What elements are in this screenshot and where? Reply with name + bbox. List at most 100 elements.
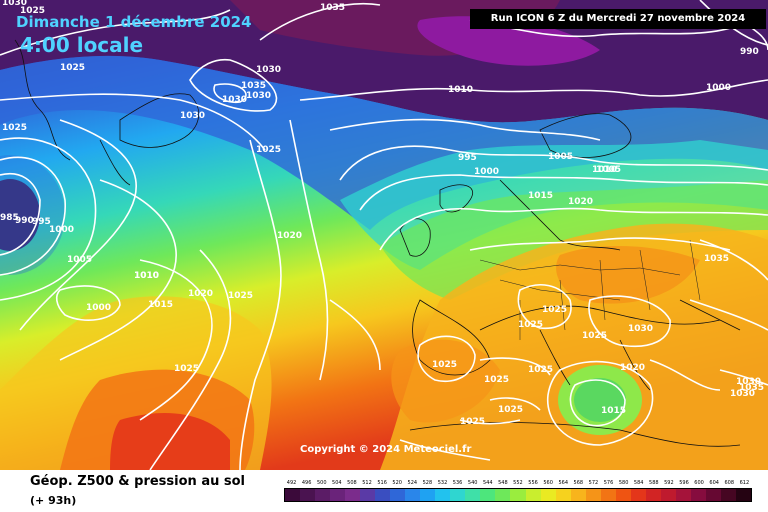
coastlines <box>14 39 741 447</box>
legend-swatch <box>495 489 511 501</box>
isobar-label: 1025 <box>518 320 543 330</box>
isobar-label: 1000 <box>474 167 499 177</box>
legend-label: 572 <box>588 480 599 486</box>
isobar-label: 1000 <box>86 303 111 313</box>
isobar-label: 1025 <box>528 365 553 375</box>
legend-label: 568 <box>573 480 584 486</box>
isobar-label: 1015 <box>528 191 553 201</box>
legend-swatch <box>465 489 481 501</box>
isobar-label: 1010 <box>592 165 617 175</box>
copyright: Copyright © 2024 Meteociel.fr <box>300 444 472 455</box>
legend-swatch <box>540 489 556 501</box>
legend-bar <box>284 488 752 502</box>
isobar-label: 1005 <box>596 165 621 175</box>
isobars <box>0 0 768 470</box>
isobar-label: 995 <box>458 153 477 163</box>
legend-swatch <box>435 489 451 501</box>
isobar-label: 1035 <box>704 254 729 264</box>
legend-label: 516 <box>377 480 387 486</box>
isobar-label: 1025 <box>256 145 281 155</box>
legend-label: 544 <box>482 480 493 486</box>
borders <box>479 239 701 340</box>
italy-coast <box>539 329 571 386</box>
legend-label: 540 <box>467 480 478 486</box>
legend-label: 536 <box>452 480 463 486</box>
legend-label: 532 <box>437 480 448 486</box>
legend-swatch <box>390 489 406 501</box>
black-sea-coast <box>679 299 741 331</box>
isobar-label: 1010 <box>134 271 159 281</box>
legend-swatch <box>600 489 616 501</box>
legend-label: 564 <box>558 480 568 486</box>
legend-swatch <box>720 489 736 501</box>
isobar-label: 1025 <box>498 405 523 415</box>
legend-label: 520 <box>392 480 402 486</box>
legend-label: 588 <box>649 480 659 486</box>
isobar-label: 1025 <box>542 305 567 315</box>
legend-swatch <box>675 489 691 501</box>
isobar-label: 1035 <box>739 383 764 393</box>
isobar-label: 1030 <box>2 0 27 8</box>
legend-swatch <box>285 489 301 501</box>
legend-swatch <box>360 489 376 501</box>
isobar-label: 1025 <box>174 364 199 374</box>
legend-label: 580 <box>618 480 629 486</box>
isobar-label: 1005 <box>67 255 92 265</box>
cutoff-low-core <box>574 378 626 422</box>
trough-core <box>417 16 600 66</box>
legend-label: 608 <box>724 480 735 486</box>
isobar-label: 1025 <box>20 6 45 16</box>
isobar-label: 1025 <box>460 417 485 427</box>
mediterranean-north <box>479 305 721 331</box>
ridge-core <box>556 245 700 304</box>
isobar-label: 1030 <box>628 324 653 334</box>
isobar-label: 1020 <box>277 231 302 241</box>
run-info-banner: Run ICON 6 Z du Mercredi 27 novembre 202… <box>470 9 766 29</box>
legend-label: 508 <box>347 480 357 486</box>
isobar-label: 985 <box>0 213 19 223</box>
legend-label: 504 <box>332 480 342 486</box>
isobar-label: 990 <box>740 47 759 57</box>
legend-swatch <box>645 489 661 501</box>
scandinavia-coast <box>499 179 621 251</box>
legend-swatch <box>705 489 721 501</box>
isobar-label: 1030 <box>256 65 281 75</box>
legend-swatch <box>735 489 751 501</box>
legend-swatch <box>300 489 316 501</box>
isobar-label: 1030 <box>222 95 247 105</box>
legend-swatch <box>660 489 676 501</box>
isobar-label: 1025 <box>60 63 85 73</box>
isobar-label: 1015 <box>148 300 173 310</box>
isobar-label: 1015 <box>601 406 626 416</box>
legend-label: 560 <box>543 480 553 486</box>
isobar-label: 1025 <box>432 360 457 370</box>
isobar-label: 1030 <box>736 377 761 387</box>
footer: Géop. Z500 & pression au sol (+ 93h) 492… <box>0 470 768 512</box>
legend-label: 584 <box>633 480 644 486</box>
legend-swatch <box>375 489 391 501</box>
legend-label: 496 <box>301 480 312 486</box>
isobar-label: 1025 <box>484 375 509 385</box>
field-title: Géop. Z500 & pression au sol <box>30 474 245 489</box>
legend-swatch <box>315 489 331 501</box>
isobar-label: 1005 <box>548 152 573 162</box>
isobar-label: 1000 <box>706 83 731 93</box>
legend-swatch <box>480 489 496 501</box>
legend-swatch <box>630 489 646 501</box>
legend-swatch <box>525 489 541 501</box>
legend-label: 552 <box>513 480 523 486</box>
legend-label: 548 <box>498 480 508 486</box>
isobar-label: 1000 <box>49 225 74 235</box>
weather-map-svg: 1030 1025 1025 1030 1035 1030 1030 1035 … <box>0 0 768 470</box>
legend-swatch <box>345 489 361 501</box>
legend-label: 600 <box>694 480 704 486</box>
weather-map: 1030 1025 1025 1030 1035 1030 1030 1035 … <box>0 0 768 470</box>
blue-band <box>0 55 768 230</box>
legend-label: 512 <box>362 480 372 486</box>
legend-swatch <box>405 489 421 501</box>
color-legend: 492 496 500 504 508 512 516 520 524 528 532 536 540 5… <box>284 479 752 507</box>
isobar-label: 1025 <box>228 291 253 301</box>
forecast-time: 4:00 locale <box>20 33 144 57</box>
isobar-label: 1010 <box>448 85 473 95</box>
north-africa-coast <box>409 422 741 447</box>
